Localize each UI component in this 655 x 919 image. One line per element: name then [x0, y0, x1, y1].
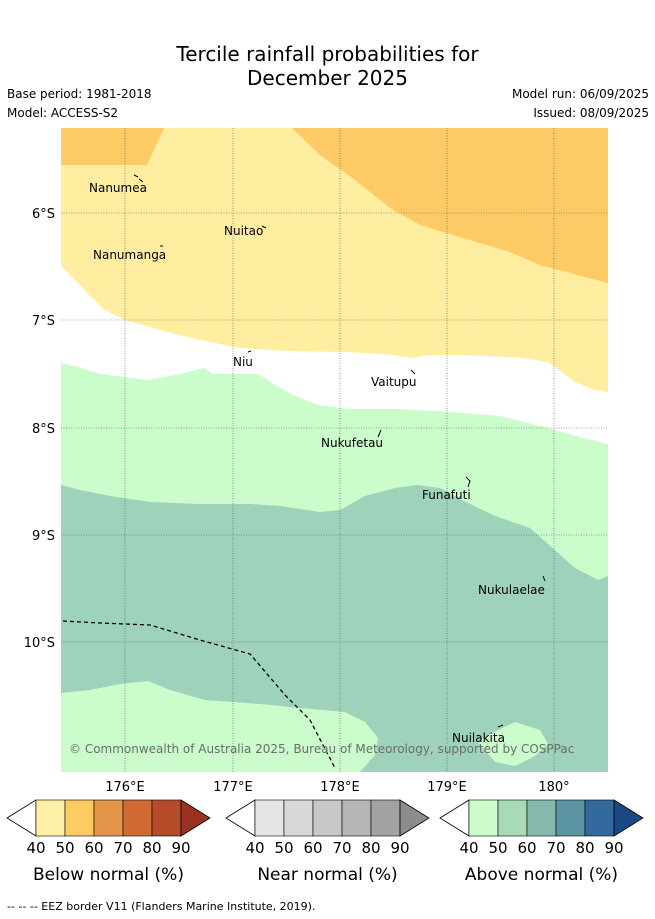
colorbar-tick-label: 50	[55, 839, 74, 857]
colorbar-swatch	[283, 799, 314, 837]
below-normal-50-region-right	[292, 128, 608, 283]
legend-above-normal: 40 50 60 70 80 90 Above normal (%)	[439, 799, 644, 885]
island-coastline	[261, 225, 267, 229]
colorbar-swatch	[64, 799, 95, 837]
colorbar-title: Above normal (%)	[465, 865, 618, 885]
island-coastline	[465, 476, 471, 488]
colorbar-title: Below normal (%)	[33, 865, 184, 885]
island-coastline	[497, 724, 504, 728]
eez-footnote: -- -- -- EEZ border V11 (Flanders Marine…	[7, 900, 316, 913]
island-label-nukulaelae: Nukulaelae	[478, 583, 545, 597]
lon-tick-label: 178°E	[320, 780, 360, 795]
eez-border	[62, 620, 336, 769]
colorbar-tick-label: 80	[142, 839, 161, 857]
colorbar-legends: 40 50 60 70 80 90 Below normal (%) 40 50 60 70 80 90…	[6, 799, 644, 885]
colorbar-under-triangle	[6, 799, 37, 837]
model-text: Model: ACCESS-S2	[7, 106, 119, 120]
lat-tick-label: 7°S	[32, 314, 55, 329]
coastlines	[133, 174, 546, 728]
colorbar-tick-label: 80	[575, 839, 594, 857]
colorbar-swatch	[555, 799, 586, 837]
colorbar-tick-label: 70	[332, 839, 351, 857]
colorbar-swatch	[497, 799, 528, 837]
island-label-vaitupu: Vaitupu	[371, 375, 417, 389]
colorbar-over-triangle	[399, 799, 430, 837]
colorbar-swatch	[468, 799, 499, 837]
legend-near-normal: 40 50 60 70 80 90 Near normal (%)	[225, 799, 430, 885]
island-label-funafuti: Funafuti	[422, 488, 471, 502]
island-label-niu: Niu	[233, 355, 253, 369]
colorbar-under-triangle	[439, 799, 470, 837]
lon-tick-label: 179°E	[427, 780, 467, 795]
colorbar-title: Near normal (%)	[257, 865, 397, 885]
colorbar-swatch	[370, 799, 401, 837]
island-label-nanumanga: Nanumanga	[93, 248, 166, 262]
colorbar-swatch	[151, 799, 182, 837]
legend-below-normal: 40 50 60 70 80 90 Below normal (%)	[6, 799, 211, 885]
island-coastline	[377, 429, 382, 438]
colorbar-swatch	[35, 799, 66, 837]
colorbar-tick-label: 50	[488, 839, 507, 857]
lat-tick-label: 6°S	[32, 207, 55, 222]
colorbar-tick-label: 40	[26, 839, 45, 857]
island-coastline	[247, 350, 252, 353]
colorbar-under-triangle	[225, 799, 256, 837]
colorbar-tick-label: 70	[113, 839, 132, 857]
lon-tick-label: 176°E	[105, 780, 145, 795]
colorbar-tick-label: 40	[459, 839, 478, 857]
latitude-labels: 6°S 7°S 8°S 9°S 10°S	[24, 207, 55, 651]
colorbar-tick-label: 40	[245, 839, 264, 857]
island-coastline	[410, 369, 416, 375]
colorbar-tick-label: 90	[604, 839, 623, 857]
island-label-nuilakita: Nuilakita	[452, 731, 505, 745]
colorbar-swatch	[93, 799, 124, 837]
colorbar-swatch	[122, 799, 153, 837]
map-gridlines	[61, 128, 608, 772]
island-label-nanumea: Nanumea	[89, 181, 147, 195]
probability-regions	[61, 128, 608, 772]
lat-tick-label: 10°S	[24, 636, 55, 651]
colorbar-over-triangle	[613, 799, 644, 837]
colorbar-tick-label: 80	[361, 839, 380, 857]
island-label-nukufetau: Nukufetau	[321, 436, 383, 450]
island-label-nuitao: Nuitao	[224, 224, 263, 238]
colorbar-swatch	[584, 799, 615, 837]
lon-tick-label: 180°	[538, 780, 569, 795]
model-run-text: Model run: 06/09/2025	[511, 87, 649, 101]
colorbar-tick-label: 50	[274, 839, 293, 857]
colorbar-over-triangle	[180, 799, 211, 837]
above-normal-40-region-pocket	[478, 722, 548, 766]
lon-tick-label: 177°E	[213, 780, 253, 795]
colorbar-swatch	[341, 799, 372, 837]
chart-title-line2: December 2025	[247, 66, 408, 90]
colorbar-tick-label: 90	[171, 839, 190, 857]
chart-title-line1: Tercile rainfall probabilities for	[176, 42, 479, 66]
lat-tick-label: 8°S	[32, 422, 55, 437]
below-normal-50-region-top	[61, 128, 164, 165]
colorbar-swatch	[312, 799, 343, 837]
island-coastline	[542, 575, 546, 582]
copyright-notice: © Commonwealth of Australia 2025, Bureau…	[69, 742, 574, 756]
colorbar-tick-label: 60	[517, 839, 536, 857]
colorbar-tick-label: 70	[546, 839, 565, 857]
lat-tick-label: 9°S	[32, 529, 55, 544]
base-period-text: Base period: 1981-2018	[7, 87, 152, 101]
issued-text: Issued: 08/09/2025	[533, 106, 649, 120]
colorbar-tick-label: 60	[303, 839, 322, 857]
colorbar-tick-label: 90	[390, 839, 409, 857]
colorbar-tick-label: 60	[84, 839, 103, 857]
colorbar-swatch	[526, 799, 557, 837]
longitude-labels: 176°E 177°E 178°E 179°E 180°	[105, 780, 569, 795]
above-normal-40-region-lower	[61, 681, 378, 772]
colorbar-swatch	[254, 799, 285, 837]
island-coastline	[133, 174, 144, 183]
